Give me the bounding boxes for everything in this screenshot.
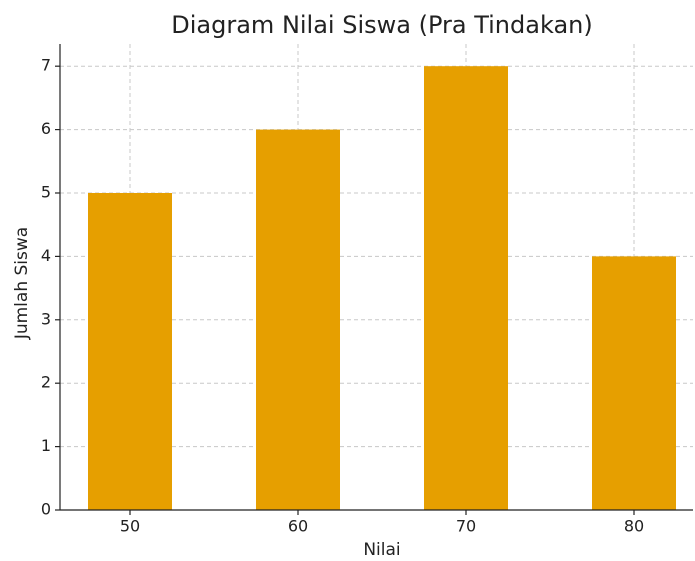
chart-title: Diagram Nilai Siswa (Pra Tindakan) <box>171 11 592 39</box>
y-tick-label: 5 <box>41 182 51 201</box>
bar <box>424 66 508 510</box>
bar <box>256 129 340 510</box>
y-tick-label: 2 <box>41 373 51 392</box>
bar <box>88 192 172 510</box>
y-tick-label: 3 <box>41 309 51 328</box>
y-tick-label: 1 <box>41 436 51 455</box>
bar <box>592 256 676 510</box>
y-tick-label: 7 <box>41 56 51 75</box>
y-axis-label: Jumlah Siswa <box>12 227 32 340</box>
x-tick-label: 70 <box>456 517 476 536</box>
x-tick-label: 60 <box>288 517 308 536</box>
y-tick-label: 6 <box>41 119 51 138</box>
x-tick-label: 80 <box>624 517 644 536</box>
x-axis-label: Nilai <box>363 540 400 560</box>
y-tick-label: 0 <box>41 500 51 519</box>
x-tick-label: 50 <box>120 517 140 536</box>
y-tick-label: 4 <box>41 246 51 265</box>
